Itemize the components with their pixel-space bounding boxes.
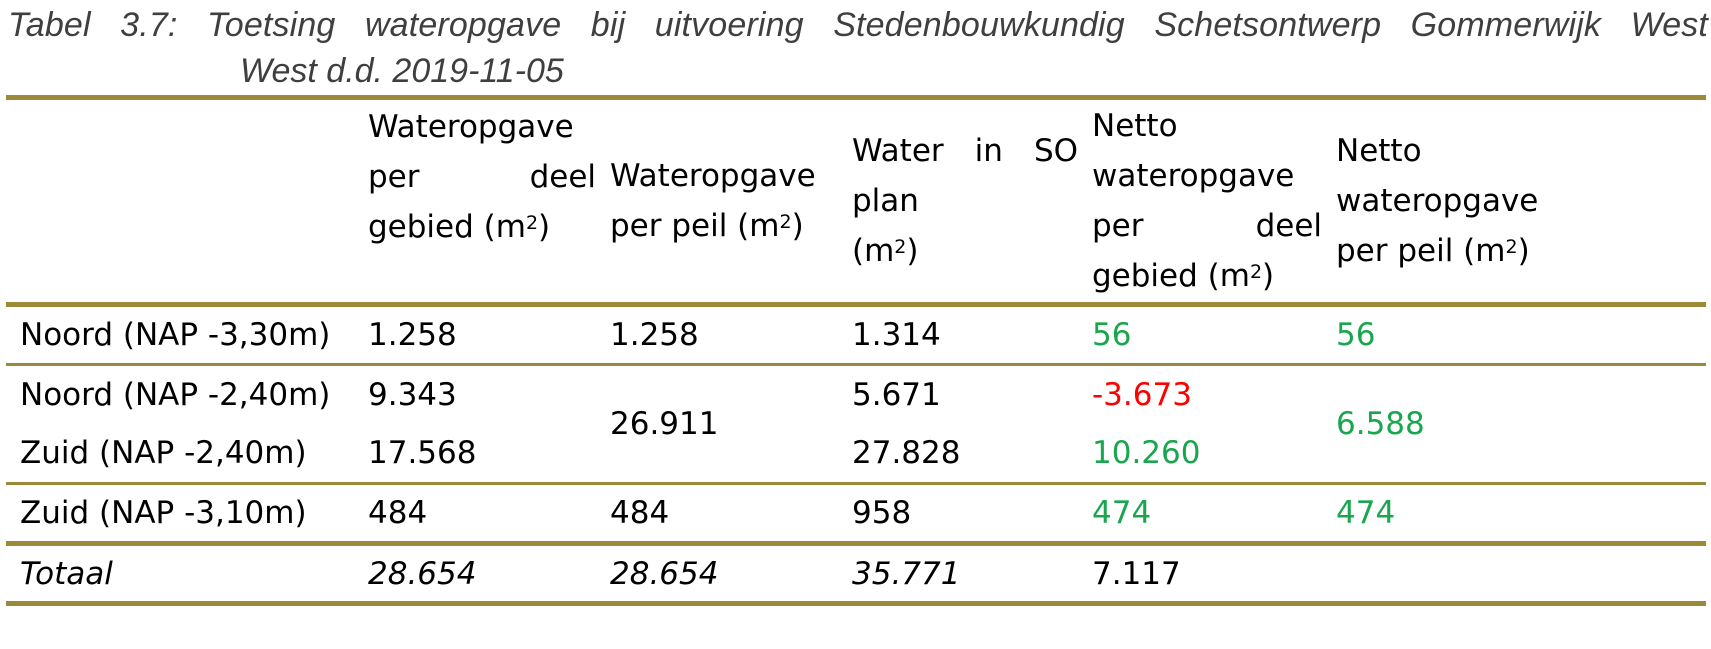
caption-line-1: Tabel 3.7: Toetsing wateropgave bij uitv… <box>8 6 1708 44</box>
cell-wateropgave-deel: 9.343 <box>368 377 457 413</box>
header-col4-line4: gebied (m2) <box>1092 251 1322 301</box>
header-col3-line1: Water in SO <box>852 126 1078 176</box>
table-caption: Tabel 3.7: Toetsing wateropgave bij uitv… <box>8 2 1708 94</box>
header-col3-line2: plan <box>852 183 919 219</box>
cell-netto-deel: 56 <box>1092 317 1132 353</box>
header-col2-sup: 2 <box>779 211 792 233</box>
header-col4-line1: Netto <box>1092 108 1178 144</box>
cell-netto-deel: 10.260 <box>1092 435 1201 471</box>
header-col5-close: ) <box>1517 233 1530 269</box>
cell-wateropgave-peil-merged: 26.911 <box>610 406 719 442</box>
cell-netto-peil: 474 <box>1336 495 1396 531</box>
total-label: Totaal <box>20 555 113 592</box>
header-wateropgave-deelgebied: Wateropgave per deel gebied (m2) <box>354 98 596 305</box>
header-empty-cell <box>6 98 354 305</box>
cell-netto-deel-negative: -3.673 <box>1092 377 1192 413</box>
header-water-so-plan: Water in SO plan (m2) <box>838 98 1078 305</box>
header-wateropgave-peil: Wateropgave per peil (m2) <box>596 98 838 305</box>
row-label: Noord (NAP -2,40m) <box>20 377 331 413</box>
total-wateropgave-peil: 28.654 <box>610 555 719 592</box>
header-col5-unit-text: per peil (m <box>1336 233 1506 269</box>
header-col5-sup: 2 <box>1505 236 1518 258</box>
total-row: Totaal 28.654 28.654 35.771 7.117 <box>6 544 1706 604</box>
header-col1-line3: gebied (m2) <box>368 202 596 252</box>
cell-netto-peil-merged: 6.588 <box>1336 406 1425 442</box>
header-col2-close: ) <box>791 208 804 244</box>
header-col5-line1: Netto <box>1336 133 1422 169</box>
header-col5-line2: wateropgave <box>1336 183 1539 219</box>
header-netto-peil: Netto wateropgave per peil (m2) <box>1322 98 1706 305</box>
header-col1-sup: 2 <box>525 212 539 234</box>
header-col4-line3: per deel <box>1092 201 1322 251</box>
total-netto-deel: 7.117 <box>1092 555 1181 592</box>
header-col4-word-per: per <box>1092 208 1144 244</box>
cell-water-so-plan: 5.671 <box>852 377 941 413</box>
header-col4-unit-text: gebied (m <box>1092 258 1250 294</box>
header-col1-word-deel: deel <box>529 159 596 195</box>
cell-water-so-plan: 958 <box>852 495 912 531</box>
header-col3-sup: 2 <box>894 236 907 258</box>
cell-water-so-plan: 1.314 <box>852 317 941 353</box>
cell-wateropgave-deel: 1.258 <box>368 317 457 353</box>
table-header-row: Wateropgave per deel gebied (m2) Waterop… <box>6 97 1706 305</box>
table-row: Zuid (NAP -2,40m) 17.568 27.828 10.260 <box>6 424 1706 484</box>
header-netto-deelgebied: Netto wateropgave per deel gebied (m2) <box>1078 98 1322 305</box>
header-col2-line1: Wateropgave <box>610 158 816 194</box>
header-col4-line2: wateropgave <box>1092 158 1295 194</box>
row-label: Zuid (NAP -2,40m) <box>20 435 307 471</box>
header-col1-unit-text: gebied (m <box>368 209 526 245</box>
header-col4-close: ) <box>1262 258 1275 294</box>
header-col3-unit-text: (m <box>852 233 895 269</box>
header-col5-line3: per peil (m2) <box>1336 226 1706 276</box>
header-col3-line3: (m2) <box>852 226 1078 276</box>
header-col1-close: ) <box>538 209 551 245</box>
cell-netto-deel: 474 <box>1092 495 1152 531</box>
table-row: Noord (NAP -2,40m) 9.343 26.911 5.671 -3… <box>6 365 1706 442</box>
header-col3-word-so: SO <box>1033 133 1079 169</box>
header-col4-word-deel: deel <box>1255 208 1322 244</box>
cell-wateropgave-deel: 17.568 <box>368 435 477 471</box>
table-row: Noord (NAP -3,30m) 1.258 1.258 1.314 56 … <box>6 305 1706 365</box>
table-row: Zuid (NAP -3,10m) 484 484 958 474 474 <box>6 484 1706 544</box>
header-col1-word-per: per <box>368 159 420 195</box>
total-netto-peil-empty <box>1322 544 1706 604</box>
water-assessment-table: Wateropgave per deel gebied (m2) Waterop… <box>6 95 1706 606</box>
cell-water-so-plan: 27.828 <box>852 435 961 471</box>
header-col3-word-water: Water <box>852 133 944 169</box>
cell-wateropgave-peil: 484 <box>610 495 670 531</box>
header-col1-line2: per deel <box>368 152 596 202</box>
header-col2-line2: per peil (m2) <box>610 201 838 251</box>
cell-wateropgave-deel: 484 <box>368 495 428 531</box>
row-label: Zuid (NAP -3,10m) <box>20 495 307 531</box>
cell-wateropgave-peil: 1.258 <box>610 317 699 353</box>
header-col2-unit-text: per peil (m <box>610 208 780 244</box>
header-col1-line1: Wateropgave <box>368 109 574 145</box>
total-water-so-plan: 35.771 <box>852 555 961 592</box>
caption-line-2: West d.d. 2019-11-05 <box>240 52 564 90</box>
total-wateropgave-deel: 28.654 <box>368 555 477 592</box>
header-col4-sup: 2 <box>1249 261 1263 283</box>
row-label: Noord (NAP -3,30m) <box>20 317 331 353</box>
cell-netto-peil: 56 <box>1336 317 1376 353</box>
header-col3-word-in: in <box>974 133 1003 169</box>
header-col3-close: ) <box>906 233 919 269</box>
